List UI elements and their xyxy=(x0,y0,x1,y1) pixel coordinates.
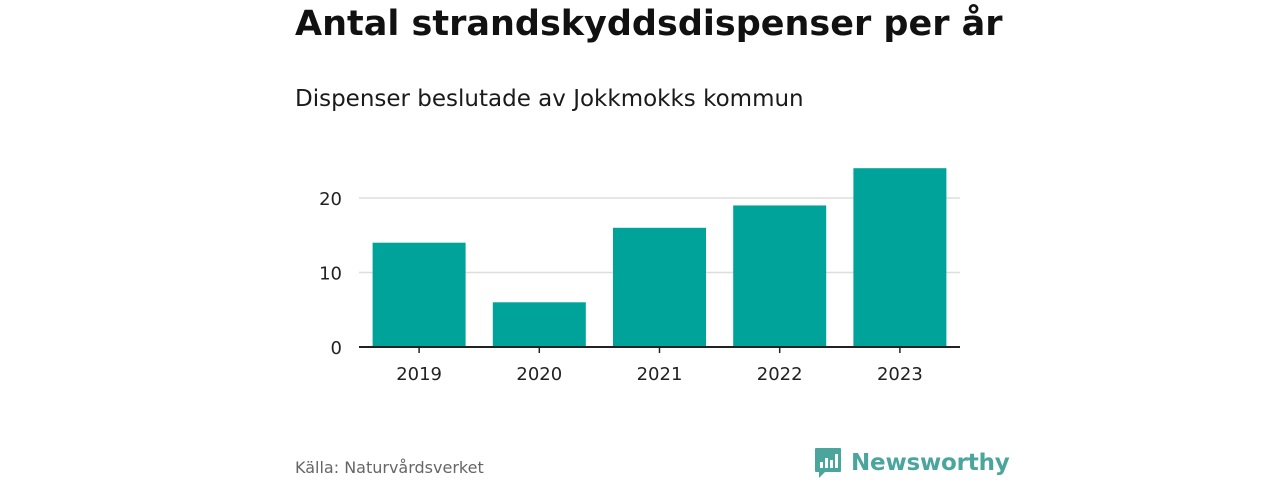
chart-subtitle: Dispenser beslutade av Jokkmokks kommun xyxy=(295,86,804,112)
y-tick-label: 20 xyxy=(319,189,342,210)
x-tick-label: 2023 xyxy=(877,364,923,385)
bar xyxy=(733,205,827,347)
source-note: Källa: Naturvårdsverket xyxy=(295,458,484,477)
bar xyxy=(853,168,947,347)
x-tick-label: 2019 xyxy=(396,364,442,385)
bar xyxy=(492,302,586,347)
brand-name: Newsworthy xyxy=(851,450,1010,476)
bar-chart-speech-bubble-icon xyxy=(815,448,841,478)
y-tick-label: 0 xyxy=(331,338,342,359)
chart-title: Antal strandskyddsdispenser per år xyxy=(295,4,1003,44)
x-tick-label: 2020 xyxy=(516,364,562,385)
bar xyxy=(613,227,706,347)
brand-logo: Newsworthy xyxy=(814,446,1010,480)
x-tick-label: 2022 xyxy=(757,364,803,385)
x-tick-label: 2021 xyxy=(637,364,683,385)
y-tick-label: 10 xyxy=(319,264,342,285)
bar xyxy=(372,242,466,347)
